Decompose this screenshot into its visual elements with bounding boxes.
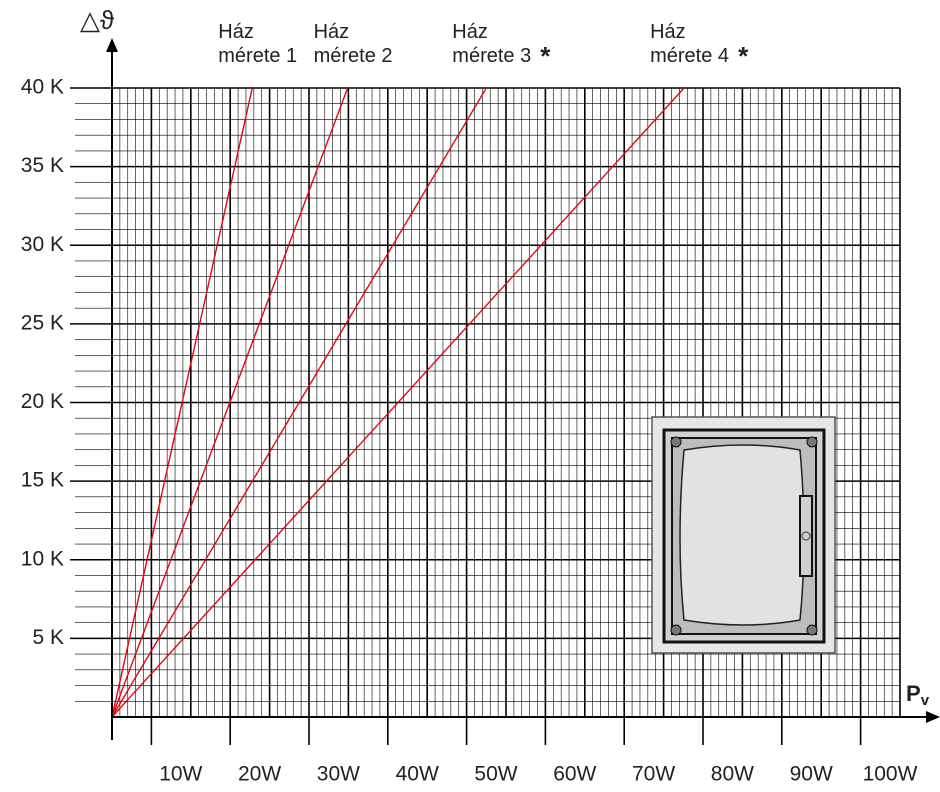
series-label: Ház mérete 3 * <box>452 20 551 71</box>
x-tick-label: 40W <box>396 763 439 786</box>
series-line <box>111 87 685 718</box>
series-name: Ház mérete 3 <box>452 21 532 67</box>
y-tick-label: 10 K <box>21 547 64 570</box>
x-tick-label: 10W <box>159 763 202 786</box>
y-tick-label: 30 K <box>21 233 64 256</box>
series-label: Ház mérete 4 * <box>650 20 749 71</box>
x-arrow <box>926 711 940 723</box>
x-axis-label: Pv <box>906 681 930 709</box>
series-label: Ház mérete 1 <box>218 20 310 68</box>
series-name: Ház mérete 2 <box>313 21 393 67</box>
enclosure-image <box>651 416 836 654</box>
y-arrow <box>106 38 118 52</box>
x-tick-label: 80W <box>711 763 754 786</box>
y-tick-label: 5 K <box>32 626 64 649</box>
series-marker: * <box>540 41 551 71</box>
series-line <box>111 87 487 718</box>
y-axis-label: △ϑ <box>80 5 115 35</box>
x-tick-label: 30W <box>317 763 360 786</box>
grid <box>70 87 901 745</box>
series-line <box>111 87 253 718</box>
series-marker: * <box>738 41 749 71</box>
x-tick-label: 60W <box>553 763 596 786</box>
series-name: Ház mérete 4 <box>650 21 730 67</box>
series-label: Ház mérete 2 <box>314 20 406 68</box>
y-tick-label: 35 K <box>21 154 64 177</box>
y-tick-label: 40 K <box>21 76 64 99</box>
x-tick-label: 70W <box>632 763 675 786</box>
x-tick-label: 50W <box>474 763 517 786</box>
y-tick-label: 15 K <box>21 469 64 492</box>
series-line <box>111 87 349 718</box>
x-axis-label-sub: v <box>921 692 930 709</box>
series-name: Ház mérete 1 <box>218 21 298 67</box>
lines <box>111 87 685 718</box>
x-tick-label: 20W <box>238 763 281 786</box>
x-tick-label: 100W <box>863 763 918 786</box>
y-tick-label: 20 K <box>21 390 64 413</box>
x-tick-label: 90W <box>790 763 833 786</box>
y-tick-label: 25 K <box>21 311 64 334</box>
x-axis-label-main: P <box>906 681 921 706</box>
